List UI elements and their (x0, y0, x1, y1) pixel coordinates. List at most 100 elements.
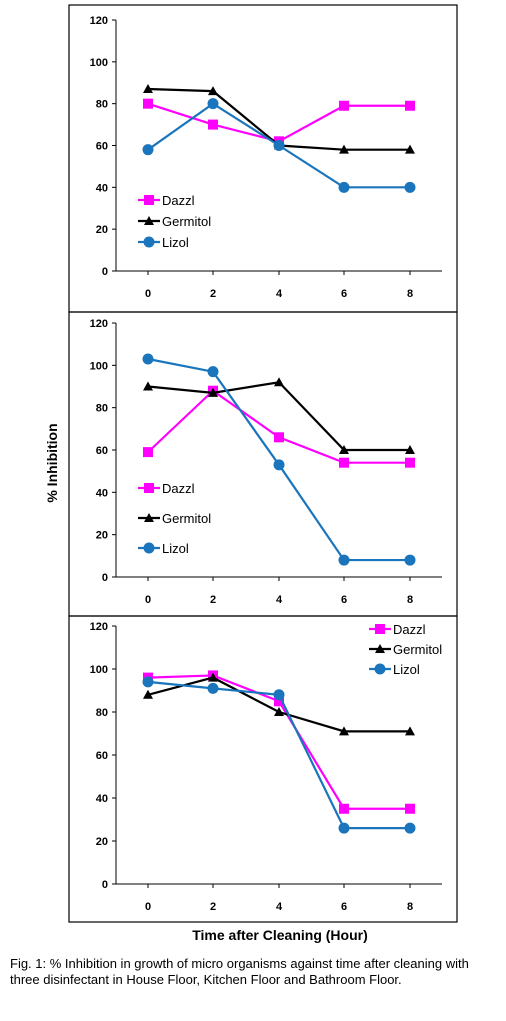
data-point-lizol (338, 822, 350, 834)
x-tick-label: 4 (276, 288, 283, 300)
data-point-lizol (142, 676, 154, 688)
x-tick-label: 2 (210, 594, 216, 606)
data-point-lizol (404, 181, 416, 193)
panel-frame (68, 4, 458, 313)
data-point-lizol (207, 366, 219, 378)
y-tick-label: 80 (96, 403, 108, 415)
legend-marker-lizol (374, 663, 386, 675)
y-tick-label: 120 (90, 318, 108, 330)
data-point-germitol (208, 672, 218, 682)
x-tick-label: 0 (145, 594, 151, 606)
legend-marker-dazzl (144, 483, 154, 493)
data-point-dazzl (208, 119, 218, 130)
legend-label-lizol: Lizol (393, 662, 420, 677)
y-tick-label: 0 (102, 879, 108, 891)
data-point-dazzl (274, 696, 284, 707)
y-tick-label: 40 (96, 793, 108, 805)
legend-marker-dazzl (375, 624, 385, 634)
legend-marker-lizol (143, 236, 155, 248)
data-point-lizol (404, 822, 416, 834)
y-tick-label: 60 (96, 445, 108, 457)
data-point-germitol (143, 689, 153, 699)
data-point-germitol (274, 707, 284, 716)
legend-marker-lizol (143, 542, 155, 554)
y-tick-label: 20 (96, 530, 108, 542)
y-tick-label: 0 (102, 266, 108, 278)
y-tick-label: 40 (96, 182, 108, 194)
panel-frame (68, 615, 458, 923)
legend-label-lizol: Lizol (162, 235, 189, 250)
data-point-lizol (338, 554, 350, 566)
legend: Dazzl Germitol Lizol (138, 193, 211, 250)
data-point-dazzl (405, 457, 415, 468)
x-tick-label: 4 (276, 901, 283, 913)
data-point-lizol (207, 682, 219, 694)
legend-label-dazzl: Dazzl (162, 193, 195, 208)
legend-marker-germitol (144, 216, 154, 225)
legend-marker-germitol (375, 644, 385, 653)
data-point-lizol (338, 181, 350, 193)
x-tick-label: 6 (341, 901, 347, 913)
legend: Dazzl Germitol Lizol (138, 481, 211, 556)
data-point-germitol (143, 381, 153, 391)
data-point-dazzl (143, 98, 153, 109)
legend-label-germitol: Germitol (162, 214, 211, 229)
data-point-lizol (142, 144, 154, 156)
data-point-dazzl (339, 803, 349, 814)
y-tick-label: 60 (96, 750, 108, 762)
panel-frame (68, 311, 458, 617)
data-point-germitol (208, 387, 218, 397)
data-point-germitol (274, 377, 284, 387)
y-tick-label: 40 (96, 487, 108, 499)
data-point-lizol (273, 459, 285, 471)
y-tick-label: 100 (90, 360, 108, 372)
data-point-germitol (339, 726, 349, 736)
data-point-germitol (339, 445, 349, 454)
y-tick-label: 120 (90, 15, 108, 27)
legend-label-dazzl: Dazzl (162, 481, 195, 496)
legend-label-germitol: Germitol (162, 511, 211, 526)
x-tick-label: 2 (210, 901, 216, 913)
series-line-dazzl (147, 389, 410, 464)
figure-caption: Fig. 1: % Inhibition in growth of micro … (10, 956, 469, 987)
y-tick-label: 20 (96, 224, 108, 236)
data-point-dazzl (274, 432, 284, 443)
legend-label-lizol: Lizol (162, 541, 189, 556)
x-tick-label: 8 (407, 901, 413, 913)
y-tick-label: 80 (96, 707, 108, 719)
data-point-lizol (207, 98, 219, 110)
data-point-dazzl (339, 457, 349, 468)
data-point-germitol (143, 84, 153, 94)
legend-marker-germitol (144, 513, 154, 522)
data-point-dazzl (405, 100, 415, 111)
x-tick-label: 0 (145, 901, 151, 913)
data-point-germitol (405, 144, 415, 154)
y-tick-label: 80 (96, 99, 108, 111)
chart-panel-1: 0 20 40 60 80 100 120 0 2 4 6 8 Dazzl Germitol Lizol (68, 4, 458, 313)
legend: Dazzl Germitol Lizol (369, 622, 442, 677)
y-tick-label: 100 (90, 664, 108, 676)
x-tick-label: 6 (341, 594, 347, 606)
x-axis-label: Time after Cleaning (Hour) (192, 927, 368, 943)
legend-label-germitol: Germitol (393, 642, 442, 657)
x-tick-label: 8 (407, 288, 413, 300)
x-tick-label: 6 (341, 288, 347, 300)
y-tick-label: 20 (96, 836, 108, 848)
data-point-germitol (208, 86, 218, 96)
data-point-dazzl (405, 803, 415, 814)
legend-label-dazzl: Dazzl (393, 622, 426, 637)
data-point-lizol (404, 554, 416, 566)
y-tick-label: 60 (96, 141, 108, 153)
data-point-dazzl (143, 447, 153, 458)
y-axis-label: % Inhibition (44, 423, 60, 502)
data-point-germitol (405, 445, 415, 454)
y-tick-label: 0 (102, 572, 108, 584)
x-tick-label: 8 (407, 594, 413, 606)
data-point-germitol (405, 726, 415, 736)
y-tick-label: 100 (90, 57, 108, 69)
x-tick-label: 4 (276, 594, 283, 606)
data-point-dazzl (339, 100, 349, 111)
y-tick-label: 120 (90, 621, 108, 633)
